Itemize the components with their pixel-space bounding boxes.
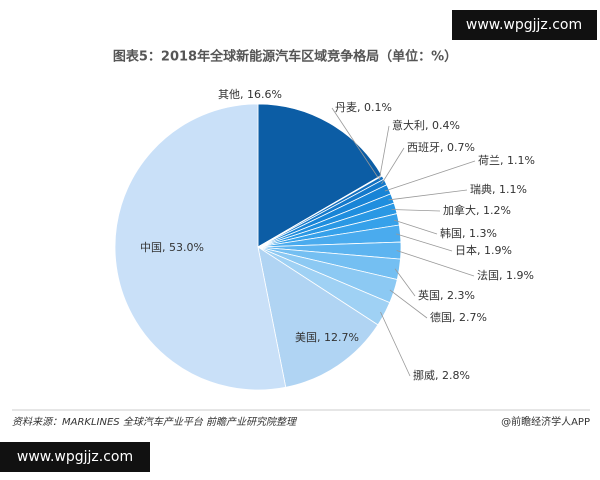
data-label: 其他, 16.6% xyxy=(218,88,282,101)
chart-title: 图表5：2018年全球新能源汽车区域竞争格局（单位：%） xyxy=(113,49,457,65)
watermark: www.wpgjjz.com xyxy=(466,17,582,33)
leader-line xyxy=(393,219,438,235)
data-label: 法国, 1.9% xyxy=(477,268,534,282)
leader-line xyxy=(331,107,379,178)
leader-line xyxy=(389,289,428,319)
source: 资料来源：MARKLINES 全球汽车产业平台 前瞻产业研究院整理 xyxy=(12,416,298,428)
pie-slice xyxy=(257,103,383,248)
watermark: www.wpgjjz.com xyxy=(17,449,133,465)
credit: @前瞻经济学人APP xyxy=(501,415,590,428)
pie: 其他, 16.6% 丹麦, 0.1%意大利, 0.4% 西班牙, 0.7%荷兰, 1… xyxy=(114,88,535,391)
data-label: 西班牙, 0.7% xyxy=(407,141,475,154)
leader-line xyxy=(384,160,476,192)
pie-slice xyxy=(257,246,379,388)
data-label: 荷兰, 1.1% xyxy=(478,154,535,167)
data-label: 加拿大, 1.2% xyxy=(443,203,511,217)
leader-line xyxy=(391,209,441,212)
leader-line xyxy=(395,233,453,252)
pie-slice xyxy=(114,103,287,391)
leader-line xyxy=(394,268,416,297)
data-label: 意大利, 0.4% xyxy=(392,118,460,132)
data-label: 丹麦, 0.1% xyxy=(335,101,392,114)
leader-line xyxy=(380,311,411,377)
data-label: 美国, 12.7% xyxy=(295,331,359,344)
data-label: 德国, 2.7% xyxy=(430,310,487,324)
leader-line xyxy=(396,250,475,277)
leader-line xyxy=(381,147,405,185)
leader-line xyxy=(388,189,468,201)
data-label: 瑞典, 1.1% xyxy=(470,182,527,196)
data-label: 中国, 53.0% xyxy=(140,241,204,254)
data-label: 日本, 1.9% xyxy=(455,243,512,257)
watermark-box xyxy=(452,10,597,40)
watermark-box xyxy=(0,442,150,472)
leader-line xyxy=(378,125,390,180)
data-label: 英国, 2.3% xyxy=(418,288,475,302)
data-label: 挪威, 2.8% xyxy=(413,368,470,382)
data-label: 韩国, 1.3% xyxy=(440,226,497,240)
